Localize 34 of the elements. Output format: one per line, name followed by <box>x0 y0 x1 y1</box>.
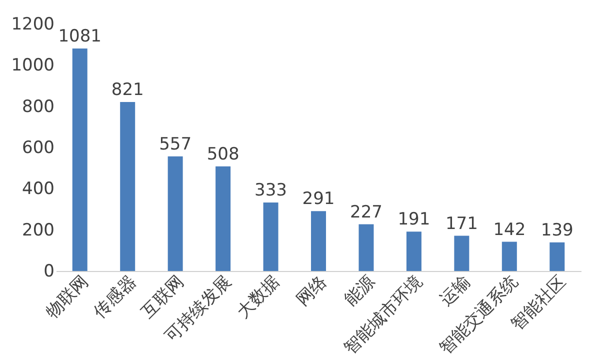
data-label: 227 <box>350 202 382 222</box>
data-label: 508 <box>206 144 240 164</box>
y-tick-label: 1200 <box>11 14 54 34</box>
data-label: 291 <box>302 189 335 210</box>
data-label: 821 <box>111 80 144 100</box>
bar <box>263 202 278 271</box>
y-tick-label: 800 <box>22 96 54 117</box>
data-label: 171 <box>445 214 478 234</box>
y-tick-label: 200 <box>22 220 54 240</box>
bar <box>358 224 374 271</box>
x-tick-label: 网络 <box>293 272 332 310</box>
bar <box>406 232 422 271</box>
y-tick-label: 1000 <box>11 56 54 76</box>
bar <box>454 236 470 271</box>
data-label: 142 <box>493 220 526 240</box>
bar <box>311 211 326 271</box>
x-tick-label: 运输 <box>436 272 474 310</box>
data-label: 1081 <box>58 26 102 46</box>
bar <box>72 48 88 271</box>
x-tick-label: 大数据 <box>233 272 284 322</box>
y-tick-label: 600 <box>22 138 54 158</box>
y-tick-label: 0 <box>44 262 54 282</box>
x-tick-label: 传感器 <box>90 272 140 322</box>
data-label: 139 <box>540 220 574 240</box>
bar <box>120 102 136 271</box>
x-tick-label: 能源 <box>340 272 379 310</box>
data-label: 333 <box>254 180 287 200</box>
bar <box>216 166 231 271</box>
bar <box>550 242 565 271</box>
bar <box>502 242 517 271</box>
y-tick-label: 400 <box>22 179 54 200</box>
bar <box>168 156 183 271</box>
data-label: 557 <box>159 134 192 154</box>
data-label: 191 <box>398 210 430 230</box>
